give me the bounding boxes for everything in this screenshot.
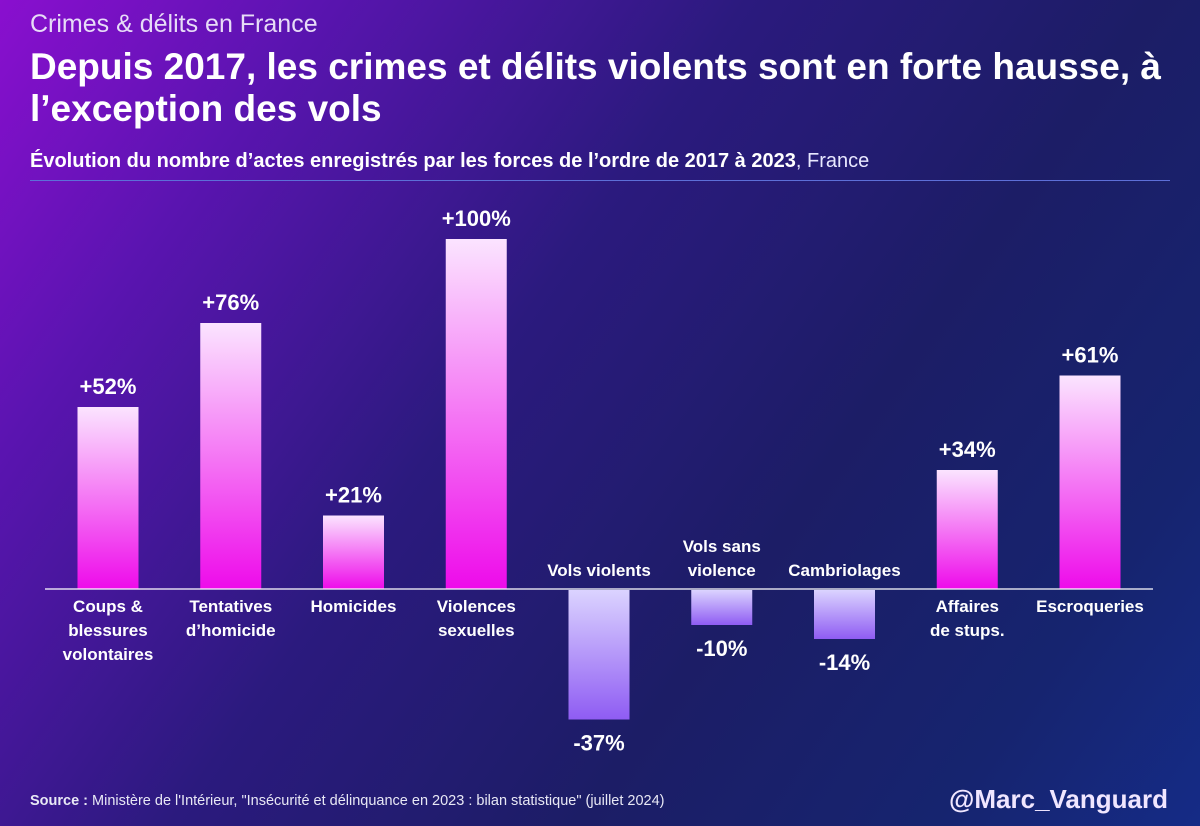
subtitle-geo: , France <box>795 150 870 172</box>
category-label: Cambriolages <box>788 561 900 580</box>
category-label: de stups. <box>930 621 1005 640</box>
bar <box>691 590 753 625</box>
source-text: Ministère de l'Intérieur, "Insécurité et… <box>88 793 665 809</box>
data-label: +100% <box>442 206 511 231</box>
bar <box>200 323 262 589</box>
category-label: Affaires <box>936 597 999 616</box>
category-label: blessures <box>68 621 147 640</box>
author-handle: @Marc_Vanguard <box>949 784 1168 814</box>
source-label: Source : <box>30 793 89 809</box>
data-label: +76% <box>202 290 259 315</box>
category-label: volontaires <box>63 645 154 664</box>
chart-subtitle: Évolution du nombre d’actes enregistrés … <box>30 150 869 173</box>
data-label: -37% <box>573 731 624 756</box>
subtitle-main: Évolution du nombre d’actes enregistrés … <box>30 150 796 172</box>
bar <box>323 515 384 589</box>
data-label: +61% <box>1062 343 1119 368</box>
category-label: Escroqueries <box>1036 597 1144 616</box>
category-label: Coups & <box>73 597 143 616</box>
bar <box>1059 375 1121 589</box>
data-label: -14% <box>819 650 870 675</box>
data-label: +21% <box>325 483 382 508</box>
category-label: Tentatives <box>189 597 272 616</box>
data-label: +52% <box>80 374 137 399</box>
category-label: Vols sans <box>683 537 761 556</box>
category-label: d’homicide <box>186 621 276 640</box>
bar <box>568 590 630 720</box>
bar <box>445 239 507 589</box>
data-label: -10% <box>696 636 747 661</box>
category-label: violence <box>688 561 756 580</box>
subtitle-rule <box>30 180 1170 181</box>
source-note: Source : Ministère de l'Intérieur, "Insé… <box>30 793 665 809</box>
bar <box>814 590 875 639</box>
category-label: sexuelles <box>438 621 515 640</box>
category-label: Vols violents <box>547 561 651 580</box>
bar <box>77 407 139 589</box>
bar <box>936 470 998 589</box>
data-label: +34% <box>939 437 996 462</box>
chart-title: Depuis 2017, les crimes et délits violen… <box>30 46 1161 129</box>
category-label: Homicides <box>311 597 397 616</box>
category-label: Violences <box>437 597 516 616</box>
kicker: Crimes & délits en France <box>30 10 318 38</box>
